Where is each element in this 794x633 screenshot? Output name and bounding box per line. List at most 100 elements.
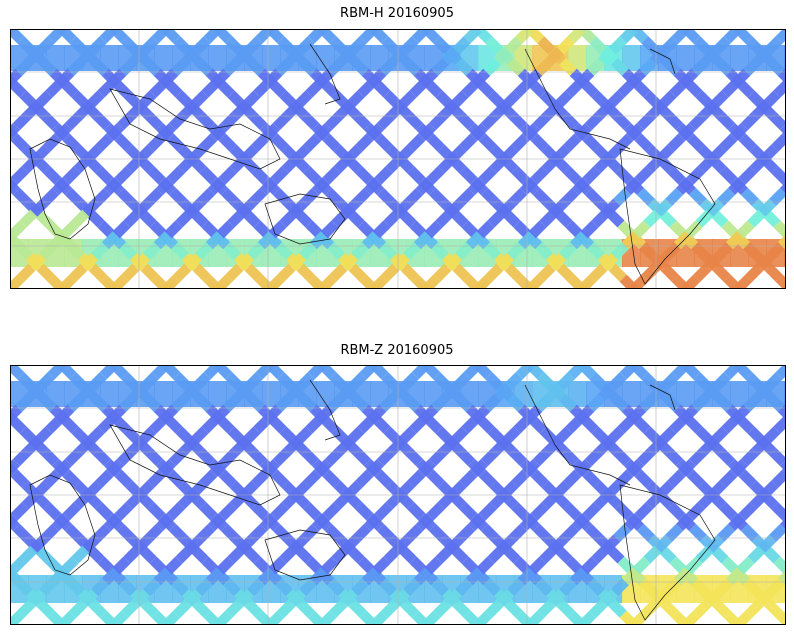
swath-segment	[188, 144, 207, 163]
swath-segment	[12, 448, 31, 467]
swath-segment	[541, 155, 560, 174]
swath-segment	[511, 133, 530, 152]
swath-segment	[543, 437, 562, 456]
swath-segment	[405, 187, 424, 206]
swath-segment	[350, 242, 369, 261]
swath-segment	[145, 448, 164, 467]
swath-segment	[743, 57, 762, 76]
swath-segment	[119, 393, 138, 412]
swath-segment	[30, 198, 49, 217]
swath-segment	[173, 263, 192, 282]
swath-segment	[71, 545, 90, 564]
swath-segment	[327, 393, 346, 412]
swath-segment	[606, 426, 625, 445]
swath-segment	[370, 274, 389, 289]
swath-segment	[649, 383, 668, 402]
swath-segment	[251, 166, 270, 185]
swath-segment	[311, 513, 330, 532]
swath-segment	[537, 372, 556, 391]
swath-segment	[54, 122, 73, 141]
swath-segment	[771, 133, 786, 152]
swath-segment	[387, 437, 406, 456]
swath-segment	[446, 534, 465, 553]
swath-segment	[745, 372, 764, 391]
swath-segment	[686, 166, 705, 185]
swath-segment	[203, 29, 222, 44]
swath-segment	[580, 79, 599, 98]
swath-segment	[431, 393, 450, 412]
swath-segment	[623, 177, 642, 196]
swath-segment	[400, 36, 419, 55]
swath-segment	[428, 187, 447, 206]
swath-segment	[532, 187, 551, 206]
swath-segment	[381, 36, 400, 55]
swath-segment	[275, 57, 294, 76]
swath-segment	[478, 133, 497, 152]
swath-segment	[344, 144, 363, 163]
swath-segment	[695, 90, 714, 109]
swath-segment	[19, 90, 38, 109]
swath-segment	[266, 610, 285, 625]
swath-segment	[489, 155, 508, 174]
swath-segment	[36, 36, 55, 55]
swath-segment	[732, 404, 751, 423]
swath-segment	[695, 426, 714, 445]
swath-segment	[606, 209, 625, 228]
swath-segment	[121, 599, 140, 618]
swath-segment	[489, 480, 508, 499]
swath-segment	[437, 491, 456, 510]
coverage-cell	[676, 45, 695, 71]
swath-segment	[38, 242, 57, 261]
swath-segment	[736, 415, 755, 434]
swath-segment	[119, 57, 138, 76]
swath-segment	[116, 112, 135, 131]
swath-segment	[110, 29, 129, 44]
swath-segment	[617, 220, 636, 239]
swath-segment	[519, 513, 538, 532]
swath-segment	[346, 545, 365, 564]
swath-segment	[409, 415, 428, 434]
swath-segment	[630, 365, 649, 380]
swath-segment	[667, 166, 686, 185]
swath-segment	[578, 610, 597, 625]
swath-segment	[424, 415, 443, 434]
swath-segment	[760, 480, 779, 499]
swath-segment	[506, 242, 525, 261]
swath-segment	[587, 393, 606, 412]
swath-segment	[485, 599, 504, 618]
swath-segment	[665, 448, 684, 467]
swath-segment	[296, 372, 315, 391]
swath-segment	[671, 365, 690, 380]
swath-segment	[587, 242, 606, 261]
swath-segment	[554, 90, 573, 109]
swath-segment	[194, 57, 213, 76]
swath-segment	[340, 252, 359, 271]
swath-segment	[73, 491, 92, 510]
swath-segment	[322, 133, 341, 152]
swath-segment	[205, 567, 224, 586]
swath-segment	[379, 57, 398, 76]
swath-segment	[678, 458, 697, 477]
swath-segment	[316, 404, 335, 423]
swath-segment	[121, 372, 140, 391]
swath-segment	[288, 588, 307, 607]
swath-segment	[561, 448, 580, 467]
swath-segment	[285, 383, 304, 402]
swath-segment	[294, 90, 313, 109]
swath-segment	[181, 383, 200, 402]
swath-segment	[530, 166, 549, 185]
swath-segment	[41, 187, 60, 206]
swath-segment	[296, 599, 315, 618]
swath-segment	[558, 578, 577, 597]
swath-segment	[608, 599, 627, 618]
swath-segment	[719, 469, 738, 488]
swath-segment	[712, 599, 731, 618]
swath-segment	[691, 57, 710, 76]
swath-segment	[506, 578, 525, 597]
map-panel-top	[10, 29, 786, 289]
swath-segment	[487, 209, 506, 228]
swath-segment	[712, 36, 731, 55]
swath-segment	[615, 502, 634, 521]
swath-segment	[745, 36, 764, 55]
swath-segment	[75, 437, 94, 456]
